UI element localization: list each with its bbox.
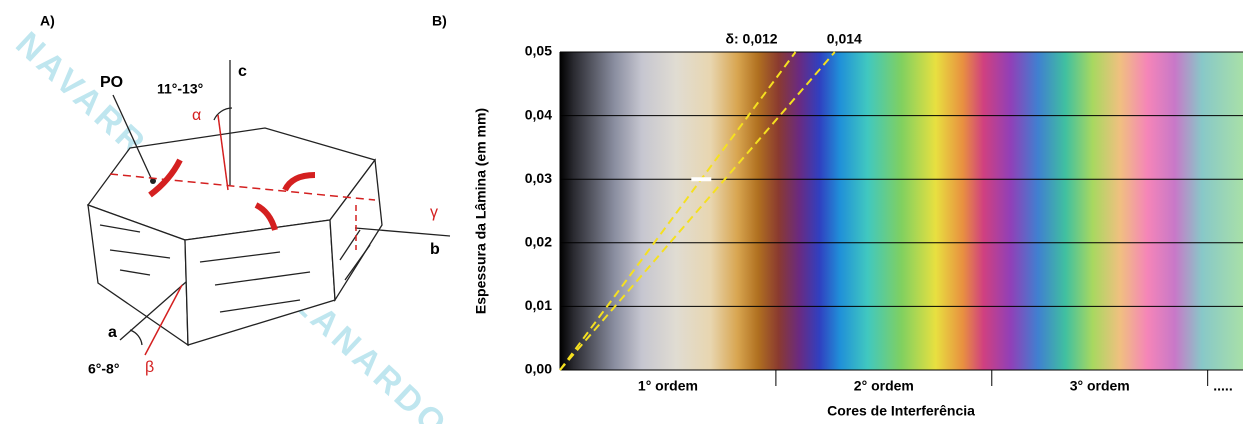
figure: NAVARRO, G.R.B.; ZANARDO A) PO c 11°-13°… (0, 0, 1243, 424)
panel-label: B) (432, 13, 447, 29)
series-label: 0,014 (827, 31, 862, 47)
order-label: 3° ordem (1070, 378, 1130, 394)
order-label: 2° ordem (854, 378, 914, 394)
order-label: 1° ordem (638, 378, 698, 394)
po-label: PO (100, 74, 123, 91)
y-axis-title: Espessura da Lâmina (em mm) (473, 108, 489, 314)
interference-colors (560, 52, 1243, 370)
a-axis-label: a (108, 324, 117, 341)
c-angle: 11°-13° (157, 81, 203, 97)
y-tick-label: 0,00 (525, 361, 552, 377)
gamma: γ (430, 204, 438, 221)
series-label: δ: 0,012 (726, 31, 778, 47)
alpha: α (192, 107, 201, 124)
x-axis-title: Cores de Interferência (827, 403, 975, 419)
c-axis-label: c (238, 63, 247, 80)
a-angle: 6°-8° (88, 361, 119, 377)
beta: β (145, 359, 154, 376)
y-tick-label: 0,01 (525, 297, 552, 313)
y-tick-label: 0,02 (525, 234, 552, 250)
y-tick-label: 0,04 (525, 106, 552, 122)
y-tick-label: 0,03 (525, 170, 552, 186)
order-label: ..... (1213, 378, 1232, 394)
b-axis-label: b (430, 241, 440, 258)
panel-label: A) (40, 13, 55, 29)
y-tick-label: 0,05 (525, 43, 552, 59)
prism (88, 60, 450, 345)
